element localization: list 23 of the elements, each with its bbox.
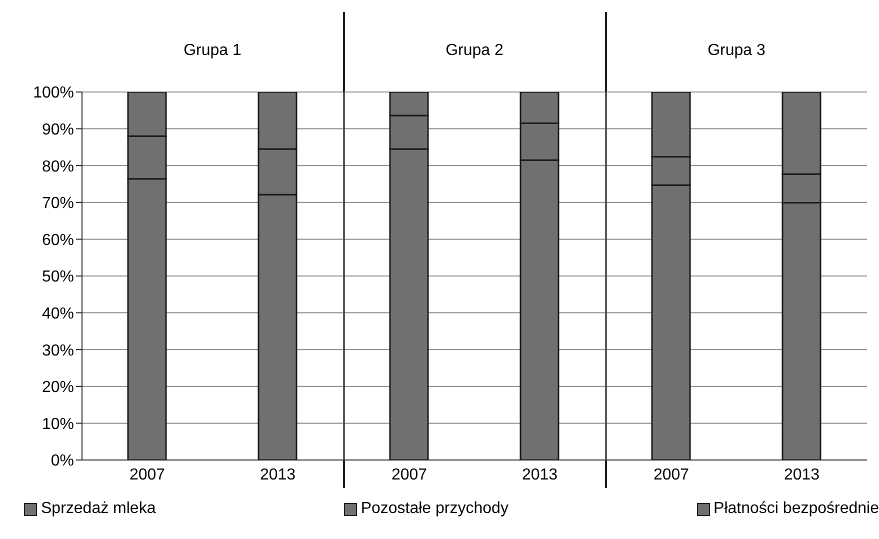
x-tick-label: 2013: [522, 466, 558, 484]
chart-title: Grupa 2: [444, 42, 504, 60]
y-tick-label: 50%: [42, 268, 74, 286]
x-tick-label: 2007: [653, 466, 690, 484]
y-tick-label: 20%: [42, 379, 74, 396]
legend-label: Pozostałe przychody: [360, 500, 508, 518]
x-tick-label: 2007: [129, 466, 166, 484]
y-tick-label: 80%: [42, 158, 74, 176]
x-tick-label: 2013: [260, 466, 296, 484]
y-tick-label: 0%: [50, 452, 74, 470]
y-tick-label: 30%: [42, 342, 74, 360]
y-tick-label: 100%: [33, 84, 74, 102]
legend-label: Sprzedaż mleka: [41, 500, 156, 518]
chart-title: Grupa 1: [182, 42, 242, 60]
x-tick-label: 2013: [784, 466, 820, 484]
y-tick-label: 90%: [42, 121, 74, 138]
x-tick-label: 2007: [391, 466, 428, 484]
y-tick-label: 40%: [42, 305, 74, 322]
chart-title: Grupa 3: [706, 42, 766, 60]
legend-label: Płatności bezpośrednie: [714, 500, 879, 518]
y-tick-label: 10%: [42, 416, 74, 433]
y-tick-label: 60%: [42, 232, 74, 249]
y-tick-label: 70%: [42, 195, 74, 212]
